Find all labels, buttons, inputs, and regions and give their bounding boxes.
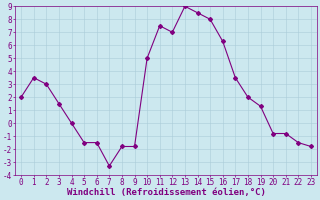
- X-axis label: Windchill (Refroidissement éolien,°C): Windchill (Refroidissement éolien,°C): [67, 188, 266, 197]
